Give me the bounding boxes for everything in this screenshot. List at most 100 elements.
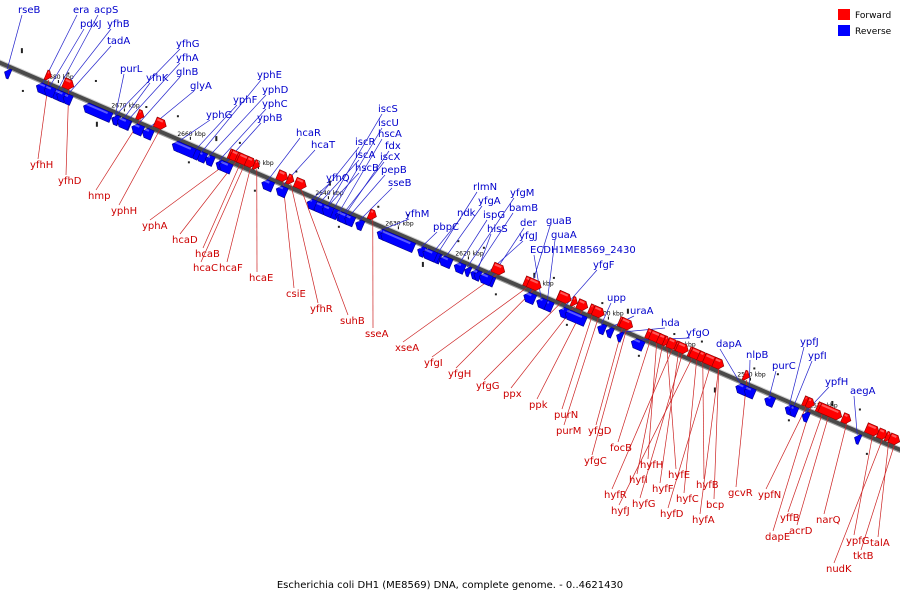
reverse-gene-arrow <box>478 272 494 287</box>
gc-marker <box>337 225 340 228</box>
reverse-leader-line <box>466 197 515 268</box>
tick-label: 2650 kbp <box>245 160 273 167</box>
reverse-gene-arrow <box>355 219 366 232</box>
forward-leader-line <box>561 313 594 410</box>
gc-marker <box>94 79 97 82</box>
gc-marker <box>673 333 676 336</box>
reverse-gene-label: hscA <box>378 129 402 140</box>
forward-leader-line <box>702 361 705 480</box>
gc-marker <box>176 115 179 118</box>
reverse-gene-label: yfhA <box>176 53 199 64</box>
gc-marker <box>565 323 568 326</box>
gc-marker <box>753 367 756 370</box>
forward-leader-line <box>713 367 720 500</box>
reverse-leader-line <box>381 218 410 231</box>
reverse-leader-line <box>768 370 777 397</box>
reverse-leader-line <box>853 395 858 435</box>
reverse-leader-line <box>476 233 492 272</box>
forward-gene-label: ypfN <box>758 490 781 501</box>
gc-marker <box>67 72 70 75</box>
reverse-gene-label: hda <box>661 318 680 329</box>
forward-leader-line <box>772 407 812 532</box>
reverse-gene-label: ndk <box>457 208 476 219</box>
forward-leader-line <box>617 338 652 443</box>
reverse-gene-label: ypfI <box>808 351 827 362</box>
forward-gene-arrow <box>243 155 256 169</box>
forward-leader-line <box>202 162 242 249</box>
reverse-gene-arrow <box>62 93 74 106</box>
gc-marker <box>776 373 779 376</box>
gc-marker <box>95 121 98 127</box>
reverse-gene-label: hisS <box>487 224 508 235</box>
forward-gene-label: nudK <box>826 564 852 575</box>
forward-gene-label: ppx <box>503 389 522 400</box>
reverse-gene-arrow <box>261 179 276 193</box>
forward-gene-label: yphA <box>142 221 168 232</box>
reverse-gene-label: hcaR <box>296 128 321 139</box>
reverse-gene-label: nlpB <box>746 350 768 361</box>
forward-gene-arrow <box>555 289 572 304</box>
forward-gene-label: hcaB <box>195 249 220 260</box>
forward-gene-label: hcaC <box>193 263 218 274</box>
forward-gene-label: purN <box>554 410 578 421</box>
reverse-gene-label: uraA <box>630 306 654 317</box>
forward-leader-line <box>618 356 694 506</box>
reverse-gene-label: tadA <box>107 36 130 47</box>
gc-marker <box>601 302 604 305</box>
reverse-gene-arrow <box>536 297 549 310</box>
reverse-gene-label: era <box>73 5 89 16</box>
gene-arrows <box>4 68 900 446</box>
forward-gene-arrow <box>674 341 689 355</box>
gc-marker <box>552 276 555 279</box>
reverse-gene-label: iscU <box>378 118 399 129</box>
forward-leader-line <box>282 180 295 289</box>
forward-gene-arrow <box>366 208 377 221</box>
forward-leader-line <box>735 379 748 488</box>
reverse-gene-arrow <box>306 198 318 211</box>
reverse-gene-label: guaA <box>551 230 577 241</box>
reverse-gene-label: der <box>520 218 538 229</box>
gc-marker <box>713 387 716 393</box>
forward-gene-label: hyfG <box>632 499 656 510</box>
forward-gene-label: xseA <box>395 343 419 354</box>
forward-gene-arrow <box>61 77 75 90</box>
reverse-gene-label: iscR <box>355 137 375 148</box>
forward-gene-label: hyfJ <box>611 506 630 517</box>
reverse-leader-line <box>533 254 542 299</box>
reverse-gene-arrow <box>789 406 800 418</box>
forward-gene-label: hcaF <box>219 263 243 274</box>
reverse-gene-arrow <box>616 331 625 343</box>
reverse-leader-line <box>344 150 390 215</box>
forward-gene-arrow <box>43 69 52 81</box>
forward-gene-arrow <box>711 356 725 370</box>
tick-label: 2600 kbp <box>595 311 623 318</box>
legend-reverse-swatch <box>838 25 850 36</box>
gc-marker <box>700 340 703 343</box>
reverse-gene-label: yfgF <box>593 260 615 271</box>
reverse-gene-arrow <box>464 266 473 278</box>
reverse-leader-line <box>458 219 488 264</box>
genome-title: Escherichia coli DH1 (ME8569) DNA, compl… <box>277 580 623 591</box>
forward-gene-arrow <box>618 316 634 331</box>
forward-gene-label: suhB <box>340 316 365 327</box>
reverse-leader-line <box>432 217 462 253</box>
reverse-gene-label: purL <box>120 64 143 75</box>
reverse-gene-label: iscS <box>378 104 398 115</box>
forward-leader-line <box>659 350 680 484</box>
gene-labels: rseB era acpS pdxJ yfhB tadA purL yfhG yfhA yfhK g… <box>18 5 890 575</box>
reverse-leader-line <box>338 138 383 213</box>
gc-marker <box>787 419 790 422</box>
forward-gene-label: purM <box>556 426 581 437</box>
forward-gene-label: hyfI <box>629 475 648 486</box>
forward-gene-arrow <box>135 109 145 121</box>
reverse-leader-line <box>318 159 360 204</box>
tick-label: 2630 kbp <box>385 220 413 227</box>
forward-leader-line <box>833 438 884 564</box>
forward-gene-label: hyfF <box>652 484 674 495</box>
reverse-gene-label: pepB <box>381 165 407 176</box>
forward-gene-arrow <box>590 304 605 319</box>
forward-gene-label: yphH <box>111 206 137 217</box>
gc-marker <box>637 354 640 357</box>
reverse-gene-arrow <box>43 85 57 99</box>
gc-marker <box>421 261 424 267</box>
